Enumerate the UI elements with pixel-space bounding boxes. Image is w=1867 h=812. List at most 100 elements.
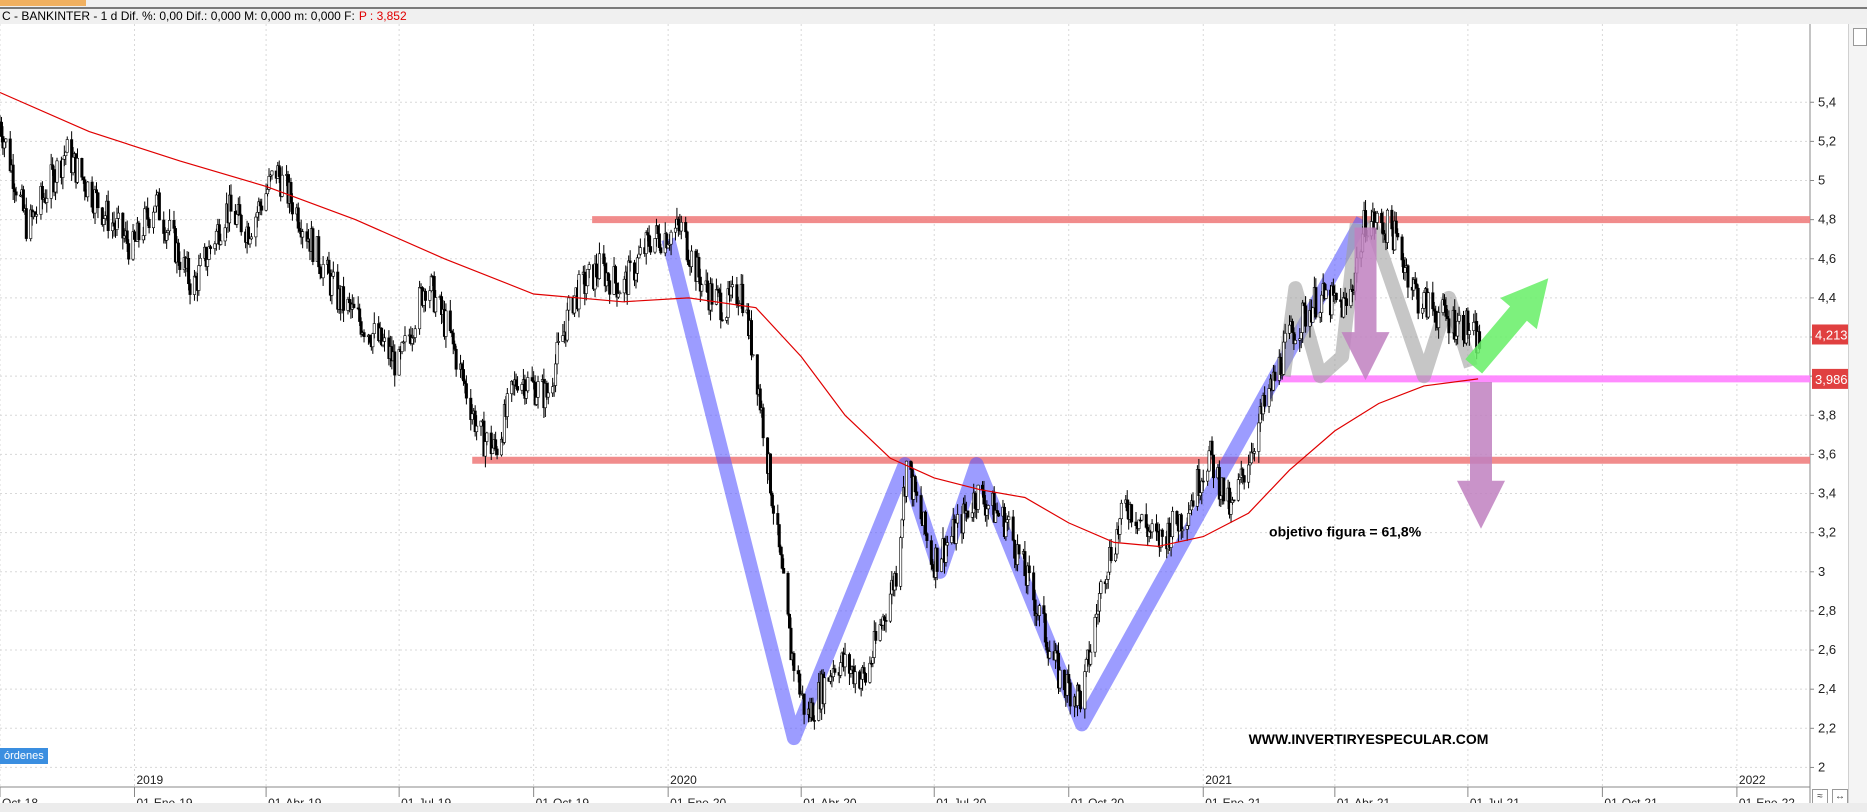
candle-body bbox=[923, 511, 927, 534]
candle-body bbox=[464, 383, 468, 399]
candle-body bbox=[904, 460, 908, 497]
candle-body bbox=[524, 390, 528, 399]
candle-body bbox=[2, 141, 6, 149]
candle-body bbox=[1105, 579, 1109, 585]
candle-body bbox=[270, 170, 274, 176]
candle-body bbox=[255, 211, 259, 218]
candle-body bbox=[383, 337, 387, 342]
candle-body bbox=[11, 164, 15, 189]
candle-body bbox=[81, 176, 85, 181]
candle-body bbox=[362, 332, 366, 337]
y-tick-label: 3 bbox=[1818, 564, 1825, 579]
candle-body bbox=[536, 381, 540, 398]
candle-body bbox=[429, 275, 433, 292]
candle-body bbox=[1467, 330, 1471, 335]
candle-body bbox=[71, 156, 75, 174]
candle-body bbox=[1273, 371, 1277, 381]
price-tag-label: 3,986 bbox=[1815, 372, 1848, 387]
price-tag-background bbox=[1812, 324, 1848, 345]
candle-body bbox=[1114, 553, 1118, 562]
candle-body bbox=[635, 257, 639, 274]
candle-body bbox=[0, 121, 3, 137]
candle-body bbox=[133, 231, 137, 240]
candle-body bbox=[787, 613, 791, 629]
candle-body bbox=[587, 264, 591, 270]
candle-body bbox=[434, 297, 438, 313]
candle-body bbox=[954, 522, 958, 544]
candle-body bbox=[400, 342, 404, 352]
candle-body bbox=[595, 263, 599, 278]
candle-body bbox=[514, 379, 518, 387]
orders-tab[interactable]: órdenes bbox=[0, 748, 48, 764]
candle-body bbox=[634, 273, 638, 281]
candle-body bbox=[864, 673, 868, 683]
candle-body bbox=[1150, 523, 1154, 533]
chart-background bbox=[0, 24, 1848, 812]
candle-body bbox=[597, 253, 601, 279]
right-scroll-strip[interactable] bbox=[1848, 24, 1867, 812]
candle-body bbox=[1302, 302, 1306, 307]
y-tick-label: 3,6 bbox=[1818, 446, 1836, 461]
candle-body bbox=[317, 236, 321, 268]
candle-body bbox=[1171, 511, 1175, 538]
candle-body bbox=[1311, 307, 1315, 323]
candle-body bbox=[771, 505, 775, 514]
candle-body bbox=[1385, 209, 1389, 243]
candle-body bbox=[690, 250, 694, 267]
candle-body bbox=[188, 283, 192, 295]
candle-body bbox=[1380, 212, 1384, 224]
panel-toggle-button[interactable] bbox=[1853, 28, 1867, 46]
candle-body bbox=[526, 377, 530, 392]
candle-body bbox=[777, 524, 781, 548]
candle-body bbox=[710, 283, 714, 305]
candle-body bbox=[238, 204, 242, 216]
candle-body bbox=[21, 189, 25, 212]
candle-body bbox=[121, 212, 125, 239]
candle-body bbox=[1160, 529, 1164, 537]
bottom-scrollbar[interactable] bbox=[0, 803, 1867, 812]
candle-body bbox=[1198, 492, 1202, 496]
candle-body bbox=[956, 514, 960, 524]
candle-body bbox=[213, 243, 217, 249]
candle-body bbox=[647, 234, 651, 247]
candle-body bbox=[115, 218, 119, 230]
candle-body bbox=[428, 290, 432, 301]
candle-body bbox=[318, 266, 322, 275]
candle-body bbox=[849, 669, 853, 674]
candle-body bbox=[1004, 521, 1008, 537]
candle-body bbox=[1279, 356, 1283, 375]
candle-body bbox=[187, 258, 191, 285]
candle-body bbox=[995, 510, 999, 514]
candle-body bbox=[116, 212, 120, 219]
candle-body bbox=[1089, 651, 1093, 665]
year-marker-label: 2021 bbox=[1205, 773, 1232, 787]
candle-body bbox=[687, 259, 691, 266]
candle-body bbox=[776, 513, 780, 525]
y-tick-label: 2,8 bbox=[1818, 603, 1836, 618]
candle-body bbox=[40, 186, 44, 200]
candle-body bbox=[1250, 451, 1254, 464]
candle-body bbox=[1169, 536, 1173, 548]
candle-body bbox=[717, 289, 721, 294]
header-divider bbox=[0, 7, 1867, 9]
candle-body bbox=[147, 218, 151, 229]
price-chart[interactable]: 22,22,42,62,833,23,43,63,844,24,44,64,85… bbox=[0, 24, 1848, 812]
candle-body bbox=[61, 158, 65, 178]
candle-body bbox=[423, 290, 427, 301]
candle-body bbox=[782, 568, 786, 574]
candle-body bbox=[327, 259, 331, 274]
candle-body bbox=[700, 284, 704, 292]
pattern-line bbox=[1363, 217, 1478, 384]
candle-body bbox=[154, 194, 158, 207]
candle-body bbox=[453, 343, 457, 350]
candle-body bbox=[516, 386, 520, 391]
candle-body bbox=[839, 662, 843, 676]
candle-body bbox=[1432, 308, 1436, 312]
candle-body bbox=[811, 702, 815, 721]
candle-body bbox=[697, 256, 701, 278]
candle-body bbox=[768, 453, 772, 494]
candle-body bbox=[1426, 292, 1430, 318]
header-tab[interactable] bbox=[0, 0, 86, 6]
candle-body bbox=[751, 354, 755, 356]
candle-body bbox=[1187, 512, 1191, 526]
